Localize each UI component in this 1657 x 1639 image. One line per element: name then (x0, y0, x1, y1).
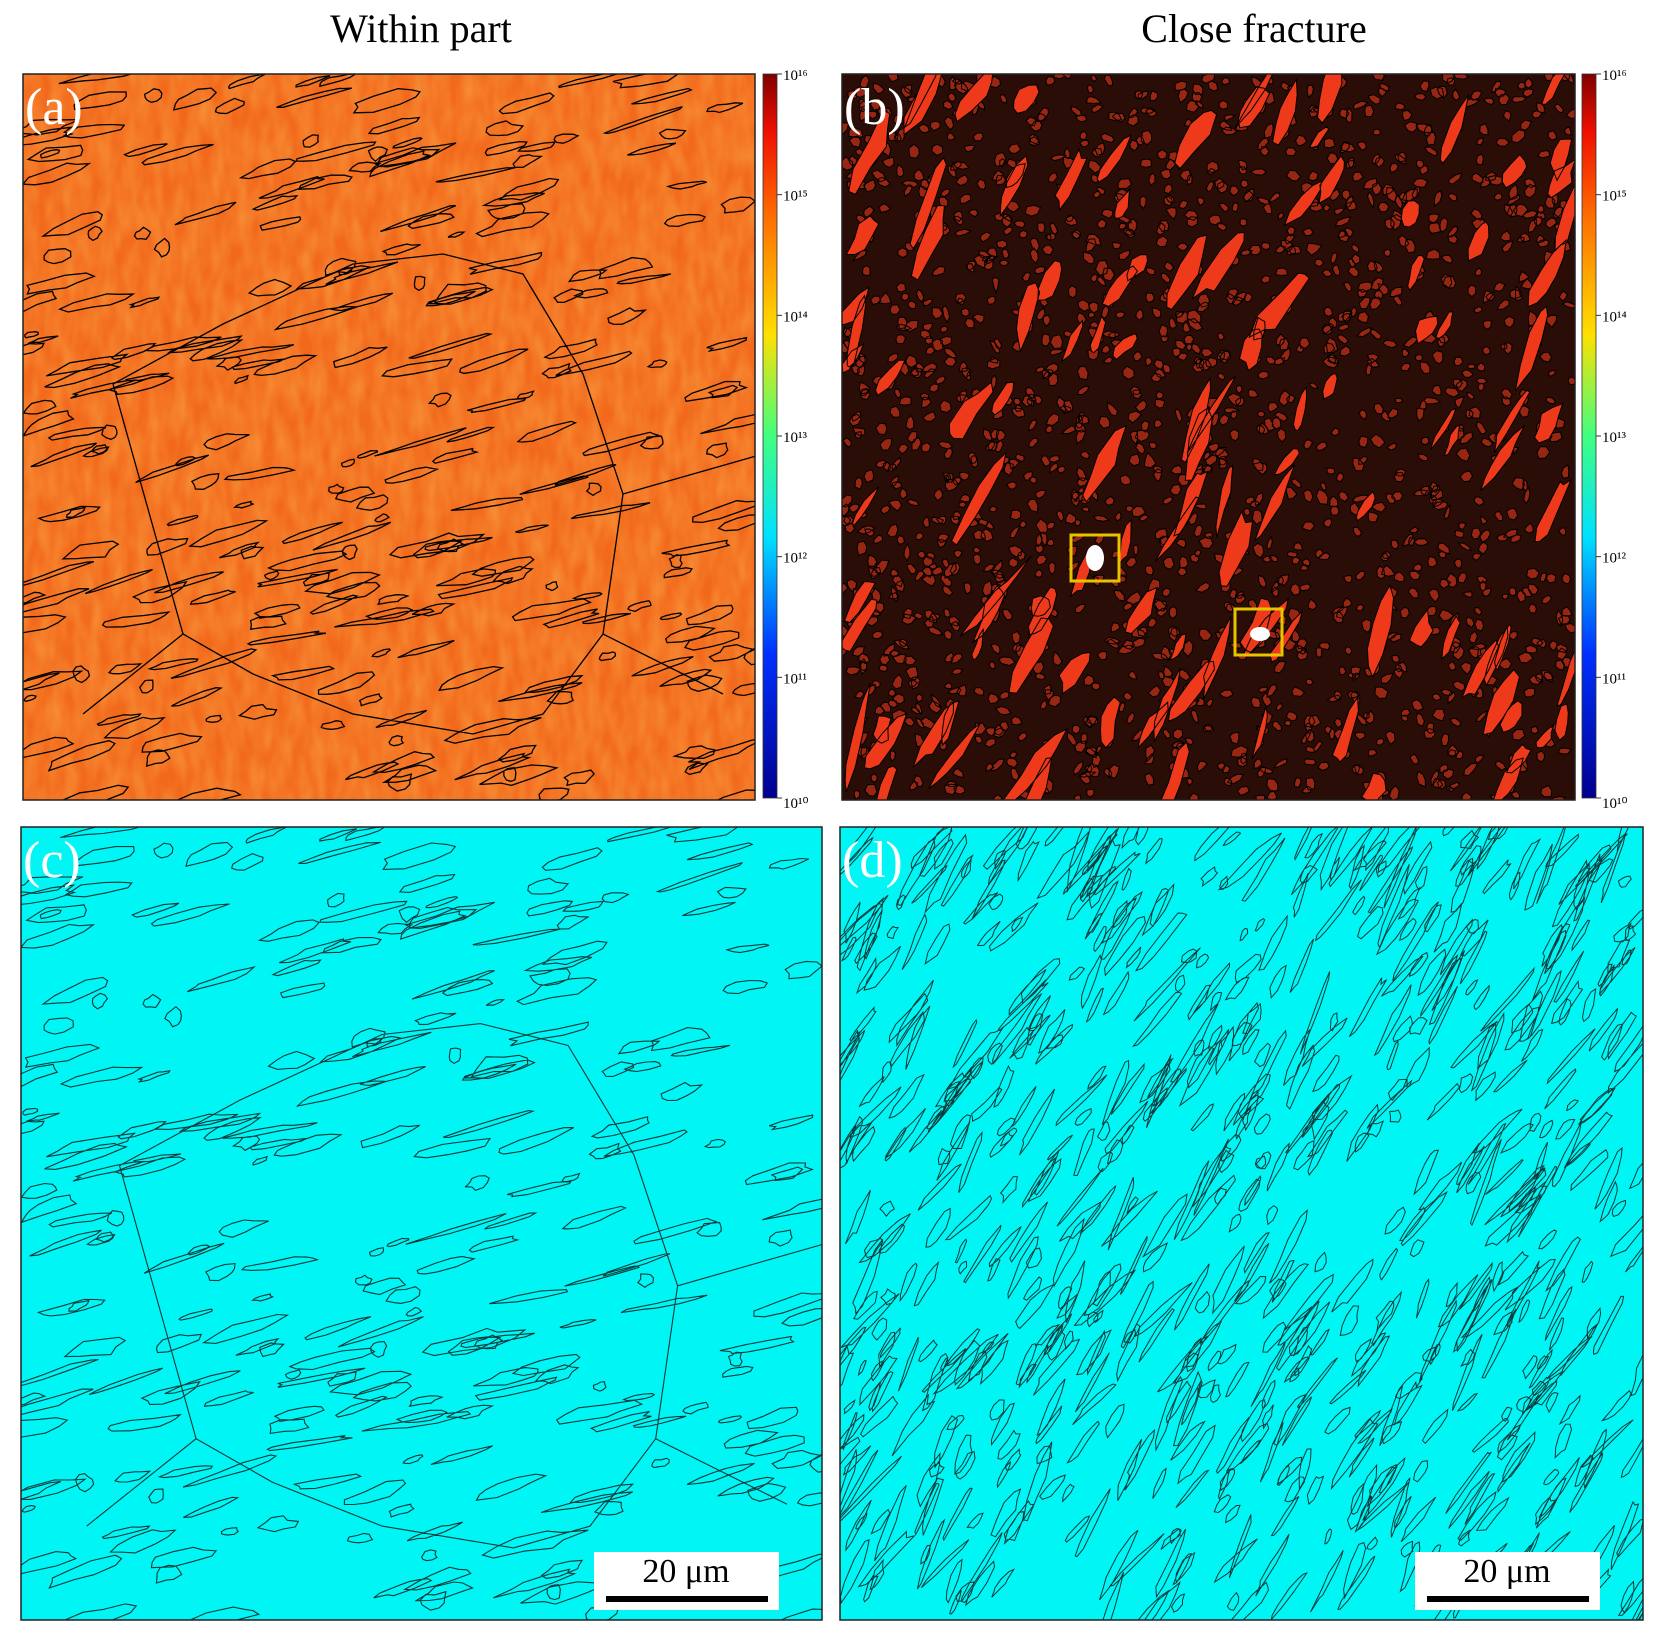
column-title: Within part (330, 6, 512, 51)
panel-frame (22, 73, 756, 801)
highlight-box (1069, 533, 1121, 583)
scale-bar (606, 1596, 768, 1602)
panel-frame (839, 826, 1644, 1621)
panel-label: (d) (842, 832, 903, 889)
colorbar-tick-label: 10¹⁴ (783, 309, 808, 325)
colorbar-tick-label: 10¹⁰ (783, 796, 809, 812)
colorbar-tick-label: 10¹⁴ (1602, 309, 1627, 325)
panel-frame (20, 826, 823, 1621)
colorbar (1581, 73, 1597, 799)
panel-d-map (840, 827, 1643, 1620)
colorbar-tick-label: 10¹⁶ (1602, 68, 1627, 84)
panel-label: (b) (844, 79, 905, 136)
highlight-box (1233, 607, 1284, 657)
colorbar-tick-label: 10¹⁵ (1602, 189, 1627, 205)
column-title: Close fracture (1141, 6, 1366, 51)
panel-a-map (23, 74, 755, 800)
panel-label: (c) (23, 832, 81, 889)
colorbar-tick-label: 10¹¹ (1602, 671, 1626, 687)
colorbar (762, 73, 778, 799)
colorbar-tick-label: 10¹⁵ (783, 189, 808, 205)
colorbar-tick-label: 10¹³ (783, 430, 807, 446)
panel-c-map (21, 827, 822, 1620)
panel-label: (a) (25, 79, 83, 136)
scale-bar-label: 20 μm (1463, 1553, 1550, 1590)
laths (842, 74, 1575, 800)
colorbar-tick-label: 10¹¹ (783, 671, 807, 687)
panel-b-map (842, 74, 1575, 800)
colorbar-tick-label: 10¹⁰ (1602, 796, 1628, 812)
colorbar-tick-label: 10¹² (1602, 551, 1626, 567)
panel-frame (841, 73, 1576, 801)
overlays: (a) (b) (c) 20 μm (d) 20 μm 10¹⁰ 10¹¹ 10¹² 10¹³ 10… (20, 68, 1644, 1621)
grain-boundaries (23, 74, 755, 800)
particle (1250, 627, 1270, 641)
particle (1086, 545, 1104, 571)
colorbar-tick-label: 10¹³ (1602, 430, 1626, 446)
colorbar-tick-label: 10¹² (783, 551, 807, 567)
scale-bar-label: 20 μm (642, 1553, 729, 1590)
scale-bar (1427, 1596, 1589, 1602)
colorbar-tick-label: 10¹⁶ (783, 68, 808, 84)
grain-boundaries (21, 827, 822, 1620)
